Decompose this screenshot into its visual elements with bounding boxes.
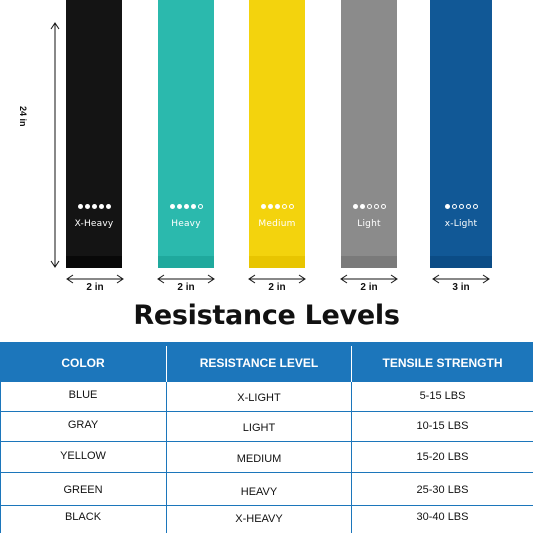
height-arrow-icon [50, 22, 60, 268]
cell-color: BLACK [64, 511, 102, 523]
filled-dot-icon [260, 204, 266, 209]
resistance-table: COLOR RESISTANCE LEVEL TENSILE STRENGTH … [0, 342, 533, 533]
header-divider [166, 346, 167, 382]
band-medium: Medium [249, 0, 305, 268]
empty-dot-icon [281, 204, 287, 209]
resistance-dots [158, 204, 214, 209]
height-label: 24 in [18, 106, 28, 127]
header-divider [351, 346, 352, 382]
resistance-dots [249, 204, 305, 209]
cell-resistance: X-LIGHT [237, 392, 281, 404]
empty-dot-icon [373, 204, 379, 209]
cell-tensile: 25-30 LBS [416, 484, 469, 496]
width-arrow-icon [340, 274, 398, 284]
width-arrow-icon [157, 274, 215, 284]
filled-dot-icon [274, 204, 280, 209]
filled-dot-icon [84, 204, 90, 209]
row-divider [0, 441, 533, 442]
cell-resistance: HEAVY [240, 486, 278, 498]
band-bottom-edge [66, 256, 122, 268]
bands-illustration: X-Heavy Heavy Medium Light x-Light 24 in… [18, 0, 492, 293]
row-divider [0, 505, 533, 506]
empty-dot-icon [288, 204, 294, 209]
band-bottom-edge [158, 256, 214, 268]
band-x-heavy: X-Heavy [66, 0, 122, 268]
filled-dot-icon [77, 204, 83, 209]
band-light: Light [341, 0, 397, 268]
filled-dot-icon [91, 204, 97, 209]
empty-dot-icon [465, 204, 471, 209]
filled-dot-icon [190, 204, 196, 209]
empty-dot-icon [458, 204, 464, 209]
empty-dot-icon [472, 204, 478, 209]
width-arrow-icon [248, 274, 306, 284]
cell-color: YELLOW [60, 450, 106, 462]
filled-dot-icon [169, 204, 175, 209]
cell-color: GREEN [63, 484, 103, 496]
cell-tensile: 30-40 LBS [416, 511, 469, 523]
cell-resistance: MEDIUM [236, 453, 282, 465]
table-header: COLOR RESISTANCE LEVEL TENSILE STRENGTH [0, 342, 533, 382]
empty-dot-icon [451, 204, 457, 209]
page-title: Resistance Levels [133, 300, 400, 331]
cell-tensile: 10-15 LBS [416, 420, 469, 432]
resistance-dots [430, 204, 492, 209]
filled-dot-icon [359, 204, 365, 209]
width-label: 2 in [86, 282, 104, 293]
band-label: Medium [258, 219, 296, 229]
band-label: X-Heavy [74, 219, 114, 229]
cell-resistance: LIGHT [242, 422, 276, 434]
filled-dot-icon [444, 204, 450, 209]
table-body [0, 382, 533, 533]
row-divider [0, 411, 533, 412]
width-label: 2 in [177, 282, 195, 293]
width-label: 2 in [268, 282, 286, 293]
filled-dot-icon [176, 204, 182, 209]
column-divider [166, 382, 167, 533]
filled-dot-icon [183, 204, 189, 209]
column-header-tensile: TENSILE STRENGTH [382, 356, 503, 370]
band-bottom-edge [249, 256, 305, 268]
cell-resistance: X-HEAVY [235, 513, 283, 525]
empty-dot-icon [366, 204, 372, 209]
column-header-resistance: RESISTANCE LEVEL [199, 356, 319, 370]
cell-color: BLUE [68, 389, 98, 401]
cell-tensile: 15-20 LBS [416, 451, 469, 463]
resistance-dots [66, 204, 122, 209]
resistance-dots [341, 204, 397, 209]
width-label: 3 in [452, 282, 470, 293]
column-divider [351, 382, 352, 533]
band-bottom-edge [430, 256, 492, 268]
filled-dot-icon [352, 204, 358, 209]
band-bottom-edge [341, 256, 397, 268]
band-label: Heavy [171, 219, 201, 229]
band-heavy: Heavy [158, 0, 214, 268]
band-x-light: x-Light [430, 0, 492, 268]
empty-dot-icon [197, 204, 203, 209]
width-label: 2 in [360, 282, 378, 293]
cell-color: GRAY [67, 419, 99, 431]
filled-dot-icon [105, 204, 111, 209]
filled-dot-icon [267, 204, 273, 209]
width-arrow-icon [66, 274, 124, 284]
width-arrow-icon [432, 274, 490, 284]
empty-dot-icon [380, 204, 386, 209]
filled-dot-icon [98, 204, 104, 209]
cell-tensile: 5-15 LBS [419, 390, 466, 402]
column-header-color: COLOR [61, 356, 105, 370]
row-divider [0, 472, 533, 473]
band-label: Light [357, 219, 381, 229]
band-label: x-Light [444, 219, 478, 229]
